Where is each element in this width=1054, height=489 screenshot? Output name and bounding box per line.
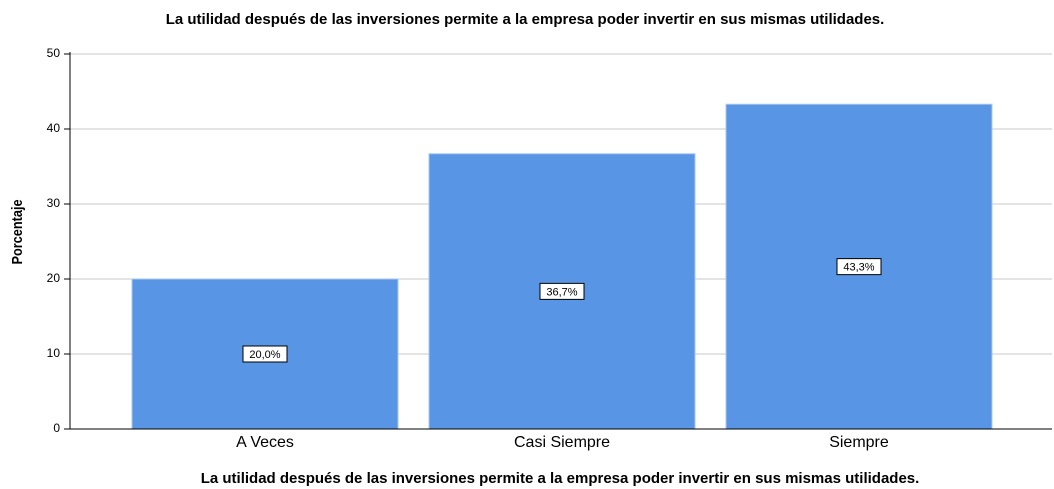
value-label-box bbox=[836, 258, 882, 276]
y-tick-label: 50 bbox=[47, 46, 61, 60]
y-axis-title: Porcentaje bbox=[8, 199, 25, 264]
y-tick-label: 40 bbox=[47, 121, 61, 135]
chart-title: La utilidad después de las inversiones p… bbox=[166, 11, 885, 28]
value-label-box bbox=[242, 345, 288, 363]
value-label-box bbox=[539, 282, 585, 300]
x-tick-label: A Veces bbox=[236, 434, 294, 451]
x-tick-label: Siempre bbox=[829, 434, 889, 451]
value-label: 43,3% bbox=[843, 262, 874, 274]
value-label: 20,0% bbox=[249, 349, 280, 361]
y-tick-label: 20 bbox=[47, 271, 61, 285]
y-tick-label: 30 bbox=[47, 196, 61, 210]
y-tick-label: 0 bbox=[53, 421, 60, 435]
x-axis-title: La utilidad después de las inversiones p… bbox=[201, 470, 920, 487]
y-tick-label: 10 bbox=[47, 346, 61, 360]
x-tick-label: Casi Siempre bbox=[514, 434, 610, 451]
value-label: 36,7% bbox=[546, 286, 577, 298]
